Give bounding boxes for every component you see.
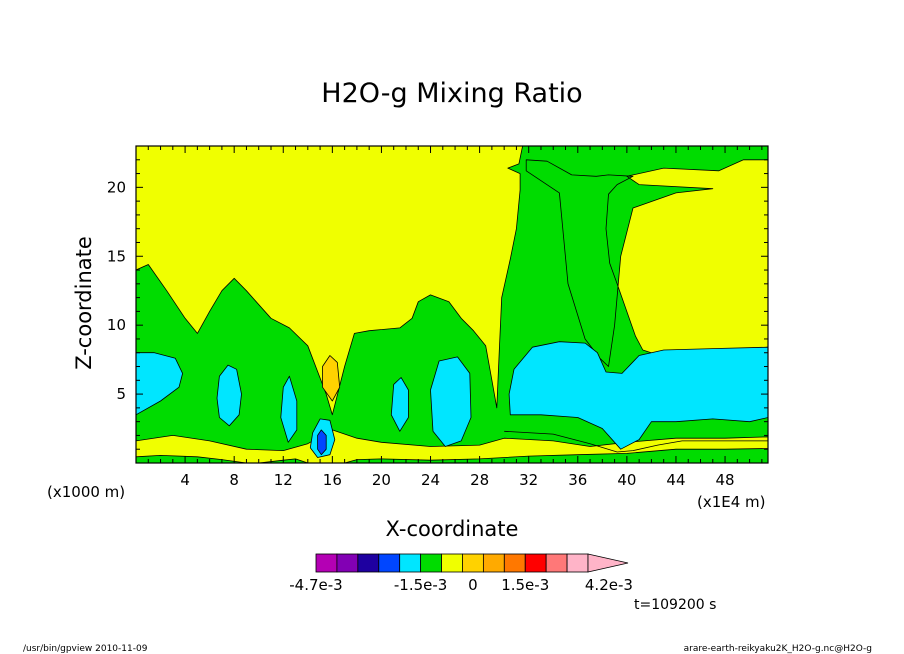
colorbar-cell xyxy=(503,553,526,573)
colorbar-cell xyxy=(462,553,484,573)
colorbar-labels: -4.7e-3 -1.5e-3 0 1.5e-3 4.2e-3 xyxy=(289,576,633,594)
x-tick-label: 12 xyxy=(274,471,293,489)
colorbar-label: 4.2e-3 xyxy=(585,576,633,594)
x-unit-right: (x1E4 m) xyxy=(697,493,766,511)
time-label: t=109200 s xyxy=(634,597,716,613)
footer-left: /usr/bin/gpview 2010-11-09 xyxy=(23,644,148,654)
region-cyan-blob-2 xyxy=(280,375,298,443)
x-tick-label: 32 xyxy=(519,471,538,489)
x-tick-label: 44 xyxy=(666,471,685,489)
colorbar-cell xyxy=(420,553,442,573)
x-tick-label: 16 xyxy=(323,471,342,489)
x-tick-label: 48 xyxy=(716,471,735,489)
region-cyan-blob-5 xyxy=(430,356,472,447)
x-tick-label: 4 xyxy=(180,471,190,489)
colorbar-extend-arrow xyxy=(587,553,629,573)
x-unit-left: (x1000 m) xyxy=(47,483,125,501)
x-tick-label: 36 xyxy=(568,471,587,489)
colorbar-label: -1.5e-3 xyxy=(394,576,447,594)
region-blue-blob xyxy=(317,429,327,456)
colorbar-cell xyxy=(378,553,401,573)
colorbar-label: -4.7e-3 xyxy=(289,576,342,594)
colorbar-cell xyxy=(357,553,380,573)
region-cyan-right xyxy=(508,341,768,450)
colorbar-cell xyxy=(336,553,359,573)
colorbar-cell xyxy=(482,553,505,573)
contour-lines xyxy=(504,430,768,453)
contour-fills xyxy=(136,146,768,463)
colorbar-cell xyxy=(566,553,589,573)
x-tick-label: 20 xyxy=(372,471,391,489)
y-axis-ticks: 5 10 15 20 xyxy=(107,159,768,450)
region-cyan-blob-1 xyxy=(216,364,242,427)
colorbar-cell xyxy=(315,553,338,573)
colorbar-cell xyxy=(441,553,463,573)
y-tick-label: 15 xyxy=(107,247,126,265)
region-cyan-blob-4 xyxy=(390,377,409,432)
x-tick-label: 8 xyxy=(229,471,239,489)
y-axis-label: Z-coordinate xyxy=(72,236,96,370)
y-tick-label: 5 xyxy=(116,385,126,403)
x-tick-label: 24 xyxy=(421,471,440,489)
colorbar-label: 0 xyxy=(468,576,478,594)
y-tick-label: 10 xyxy=(107,316,126,334)
x-axis-ticks: 4 8 12 16 20 24 28 32 36 40 44 48 xyxy=(147,146,763,489)
x-tick-label: 28 xyxy=(470,471,489,489)
colorbar-cells xyxy=(315,553,629,573)
chart-title: H2O-g Mixing Ratio xyxy=(321,78,582,109)
colorbar: -4.7e-3 -1.5e-3 0 1.5e-3 4.2e-3 xyxy=(289,553,633,594)
colorbar-label: 1.5e-3 xyxy=(501,576,549,594)
colorbar-cell xyxy=(545,553,568,573)
x-axis-label: X-coordinate xyxy=(386,517,519,541)
y-tick-label: 20 xyxy=(107,178,126,196)
colorbar-cell xyxy=(524,553,547,573)
x-tick-label: 40 xyxy=(617,471,636,489)
region-orange-blob xyxy=(322,355,341,402)
colorbar-cell xyxy=(399,553,422,573)
footer-right: arare-earth-reikyaku2K_H2O-g.nc@H2O-g xyxy=(684,644,872,654)
contour-line-0 xyxy=(504,430,768,453)
plot-frame xyxy=(135,145,769,464)
